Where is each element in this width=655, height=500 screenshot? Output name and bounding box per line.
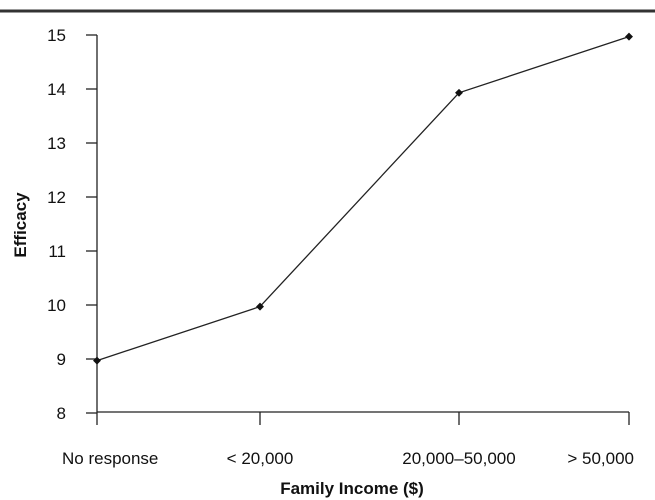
y-tick-label: 12: [47, 188, 66, 207]
x-axis-title: Family Income ($): [280, 479, 424, 498]
series-line: [96, 36, 630, 362]
y-tick-label: 8: [57, 404, 66, 423]
data-point-3: [625, 32, 633, 41]
data-point-1: [256, 302, 264, 311]
y-tick-label: 14: [47, 80, 66, 99]
data-point-0: [93, 356, 101, 365]
x-axis: No response < 20,000 20,000–50,000 > 50,000: [62, 411, 634, 468]
y-tick-label: 9: [57, 350, 66, 369]
y-tick-label: 11: [48, 242, 66, 261]
y-tick-label: 13: [47, 134, 66, 153]
x-tick-label: < 20,000: [227, 449, 294, 468]
x-tick-label: 20,000–50,000: [402, 449, 515, 468]
x-tick-label: No response: [62, 449, 158, 468]
y-tick-label: 10: [47, 296, 66, 315]
data-series: [93, 32, 633, 365]
y-axis: 8 9 10 11 12 13 14 15: [47, 26, 98, 423]
y-axis-title: Efficacy: [11, 192, 30, 258]
x-tick-label: > 50,000: [567, 449, 634, 468]
y-tick-label: 15: [47, 26, 66, 45]
